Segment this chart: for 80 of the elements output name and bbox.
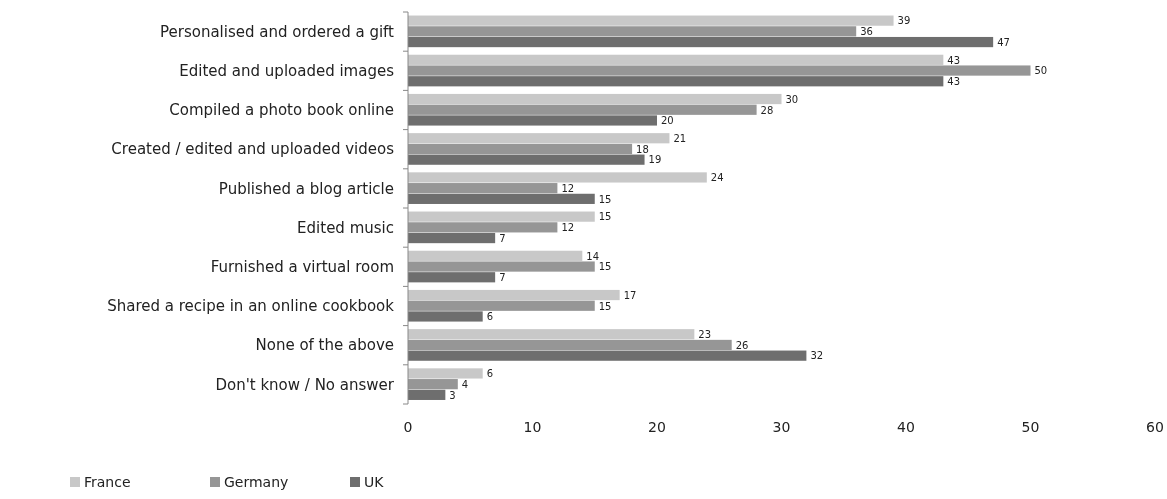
data-label: 32 (810, 350, 824, 362)
x-tick-label: 0 (403, 419, 413, 435)
bar (408, 368, 483, 379)
data-label: 30 (785, 93, 799, 105)
bar (408, 65, 1031, 76)
legend-label: France (84, 474, 131, 490)
bar (408, 289, 620, 301)
bar (408, 232, 496, 244)
data-label: 19 (648, 154, 662, 166)
y-tick-label: Personalised and ordered a gift (160, 22, 395, 41)
bar (408, 261, 595, 272)
data-label: 4 (461, 378, 469, 390)
bar (408, 183, 558, 194)
bar (408, 76, 944, 87)
bar (408, 389, 446, 400)
data-label: 23 (698, 328, 712, 340)
bar (408, 222, 558, 233)
legend-label: Germany (224, 474, 289, 490)
y-tick-label: Compiled a photo book online (169, 101, 394, 120)
data-label: 3 (449, 389, 456, 401)
y-tick-label: Edited music (297, 218, 394, 237)
bar (408, 54, 944, 65)
y-tick-label: None of the above (255, 336, 394, 355)
data-label: 7 (499, 232, 506, 244)
bar (408, 300, 595, 311)
data-label: 15 (598, 211, 612, 223)
bar (408, 104, 757, 115)
x-tick-label: 40 (897, 419, 915, 435)
bar (408, 350, 807, 361)
x-tick-label: 50 (1021, 419, 1040, 435)
data-label: 6 (486, 368, 494, 380)
bar (408, 172, 707, 183)
bar (408, 154, 645, 165)
data-label: 6 (486, 311, 494, 323)
data-label: 15 (598, 193, 612, 205)
data-label: 7 (499, 272, 506, 284)
legend-label: UK (364, 474, 385, 490)
bar (408, 193, 595, 204)
bar (408, 133, 670, 144)
bar (408, 211, 595, 222)
data-label: 15 (598, 261, 612, 273)
data-label: 20 (661, 115, 674, 127)
x-tick-label: 60 (1146, 419, 1164, 435)
x-tick-label: 30 (772, 419, 791, 435)
data-label: 12 (561, 182, 575, 194)
bar (408, 15, 894, 26)
bar (408, 93, 782, 105)
bar (408, 115, 657, 126)
data-label: 43 (947, 76, 961, 88)
data-label: 47 (997, 36, 1010, 48)
y-tick-label: Published a blog article (218, 179, 394, 198)
y-tick-label: Furnished a virtual room (210, 258, 394, 277)
bar (408, 339, 732, 351)
y-tick-label: Edited and uploaded images (179, 62, 395, 81)
data-label: 15 (598, 300, 612, 312)
bar (408, 143, 633, 155)
bar (408, 379, 458, 390)
data-label: 36 (860, 26, 873, 38)
bar (408, 250, 583, 261)
data-label: 24 (710, 172, 724, 184)
y-tick-label: Created / edited and uploaded videos (111, 140, 395, 159)
x-tick-label: 10 (523, 419, 542, 435)
data-label: 12 (561, 222, 575, 234)
bar (408, 329, 695, 340)
bar (408, 272, 496, 283)
bar (408, 36, 994, 48)
bar (408, 26, 857, 37)
data-label: 43 (947, 54, 961, 66)
data-label: 26 (735, 339, 749, 351)
data-label: 50 (1034, 65, 1048, 77)
data-label: 14 (586, 250, 600, 262)
data-label: 28 (760, 104, 774, 116)
data-label: 17 (623, 289, 637, 301)
y-tick-label: Don't know / No answer (215, 375, 395, 394)
x-tick-label: 20 (648, 419, 666, 435)
bar (408, 311, 483, 322)
data-label: 21 (673, 132, 687, 144)
data-label: 39 (897, 15, 911, 27)
y-tick-label: Shared a recipe in an online cookbook (107, 297, 395, 316)
data-label: 18 (636, 143, 649, 155)
